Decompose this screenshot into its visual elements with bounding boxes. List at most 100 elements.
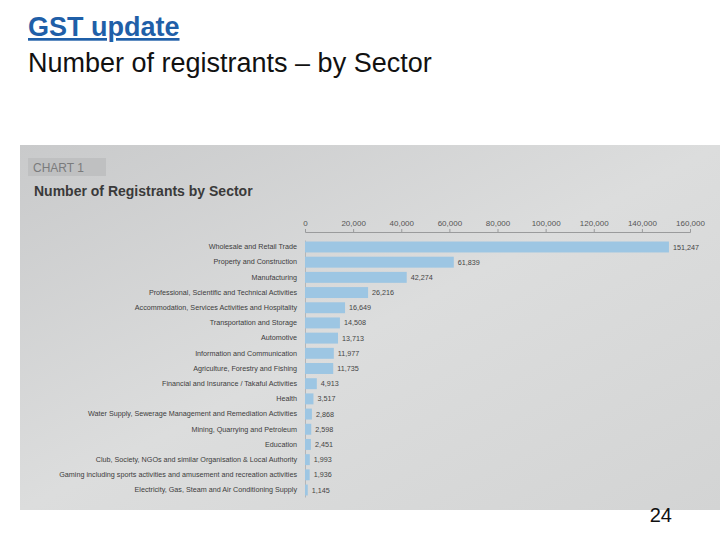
x-tick-label: 100,000	[532, 219, 561, 228]
x-tick-mark	[642, 229, 643, 232]
y-tick-label: Manufacturing	[251, 273, 297, 282]
y-tick-label: Transportation and Storage	[210, 318, 297, 327]
y-tick-label: Property and Construction	[214, 257, 298, 266]
data-label: 61,839	[458, 258, 480, 267]
bar	[305, 424, 311, 435]
bar	[305, 287, 368, 298]
bar	[305, 257, 454, 268]
y-tick: Electricity, Gas, Steam and Air Conditio…	[135, 485, 298, 494]
x-tick: 0	[303, 219, 308, 232]
y-tick: Water Supply, Sewerage Management and Re…	[88, 409, 297, 418]
y-axis: Wholesale and Retail Trade Property and C…	[59, 241, 305, 498]
bar	[305, 317, 340, 328]
x-tick-label: 40,000	[390, 219, 415, 228]
data-label: 11,735	[337, 364, 358, 373]
x-tick: 80,000	[486, 219, 511, 232]
y-tick-label: Education	[265, 440, 297, 449]
x-tick-mark	[353, 229, 354, 232]
data-label: 2,451	[315, 440, 333, 449]
y-tick: Transportation and Storage	[210, 318, 297, 327]
data-labels: 151,247 61,839 42,274 26,21616,649 14,508 13,…	[312, 243, 699, 495]
x-tick-mark	[401, 229, 402, 232]
bar	[305, 242, 669, 253]
data-label: 2,598	[315, 425, 333, 434]
x-tick-label: 80,000	[486, 219, 511, 228]
y-tick: Agriculture, Forestry and Fishing	[193, 364, 297, 373]
x-tick-label: 20,000	[341, 219, 366, 228]
y-tick-label: Club, Society, NGOs and similar Organisa…	[96, 455, 298, 464]
y-tick: Financial and Insurance / Takaful Activi…	[162, 379, 297, 388]
bars	[305, 242, 669, 496]
data-label: 2,868	[316, 410, 334, 419]
x-tick: 120,000	[580, 219, 609, 232]
y-tick: Club, Society, NGOs and similar Organisa…	[96, 455, 298, 464]
y-tick: Information and Communication	[195, 349, 297, 358]
bar	[305, 378, 317, 389]
y-tick: Accommodation, Services Activities and H…	[135, 303, 298, 312]
slide: GST updateNumber of registrants – by Sec…	[0, 0, 720, 540]
data-label: 1,936	[314, 470, 332, 479]
y-tick-label: Mining, Quarrying and Petroleum	[192, 425, 297, 434]
bar	[305, 302, 345, 313]
y-tick-label: Electricity, Gas, Steam and Air Conditio…	[135, 485, 298, 494]
bar	[305, 454, 310, 465]
x-tick-mark	[690, 229, 691, 232]
x-tick-mark	[498, 229, 499, 232]
y-tick: Property and Construction	[214, 257, 298, 266]
y-tick: Professional, Scientific and Technical A…	[149, 288, 297, 297]
x-axis: 0 20,000 40,000 60,000 80,000 100,000 120,000 1…	[303, 219, 705, 233]
y-tick: Education	[265, 440, 297, 449]
chart-label-box	[28, 158, 106, 176]
x-tick-mark	[305, 229, 306, 232]
y-tick: Manufacturing	[251, 273, 297, 282]
bar	[305, 272, 407, 283]
y-tick-label: Automotive	[261, 333, 297, 342]
y-tick-label: Accommodation, Services Activities and H…	[135, 303, 298, 312]
x-axis-line	[306, 229, 691, 233]
data-label: 3,517	[317, 394, 335, 403]
bar	[305, 348, 334, 359]
y-tick-label: Gaming including sports activities and a…	[59, 470, 297, 479]
y-tick-label: Financial and Insurance / Takaful Activi…	[162, 379, 297, 388]
x-tick-mark	[594, 229, 595, 232]
y-tick-label: Water Supply, Sewerage Management and Re…	[88, 409, 297, 418]
x-tick: 160,000	[676, 219, 705, 232]
y-tick: Health	[276, 394, 297, 403]
data-label: 1,993	[314, 455, 332, 464]
data-label: 151,247	[673, 243, 699, 252]
x-tick: 40,000	[390, 219, 415, 232]
x-tick: 140,000	[628, 219, 657, 232]
x-tick-label: 120,000	[580, 219, 609, 228]
bar	[305, 333, 338, 344]
data-label: 42,274	[411, 273, 433, 282]
data-label: 16,649	[349, 303, 371, 312]
photo-background	[20, 145, 720, 510]
bar	[305, 393, 313, 404]
x-tick: 60,000	[438, 219, 463, 232]
x-tick: 100,000	[532, 219, 561, 232]
data-label: 13,713	[342, 334, 364, 343]
data-label: 26,216	[372, 288, 394, 297]
bar	[305, 363, 333, 374]
y-tick-label: Agriculture, Forestry and Fishing	[193, 364, 297, 373]
chart-title: Number of Registrants by Sector	[34, 183, 253, 199]
x-tick-label: 140,000	[628, 219, 657, 228]
page-number: 24	[650, 504, 672, 526]
data-label: 4,913	[321, 379, 339, 388]
y-tick-label: Health	[276, 394, 297, 403]
data-label: 11,977	[338, 349, 359, 358]
x-tick: 20,000	[341, 219, 366, 232]
bar	[305, 409, 312, 420]
y-tick: Automotive	[261, 333, 297, 342]
slide-title: GST update	[28, 12, 180, 42]
y-tick-label: Information and Communication	[195, 349, 297, 358]
x-tick-label: 0	[303, 219, 308, 228]
data-label: 1,145	[312, 486, 330, 495]
y-tick: Mining, Quarrying and Petroleum	[192, 425, 297, 434]
y-tick: Wholesale and Retail Trade	[209, 242, 297, 251]
bar	[305, 485, 308, 496]
chart-label: CHART 1	[33, 161, 84, 175]
data-label: 14,508	[344, 318, 366, 327]
bar	[305, 469, 310, 480]
y-tick-label: Wholesale and Retail Trade	[209, 242, 297, 251]
